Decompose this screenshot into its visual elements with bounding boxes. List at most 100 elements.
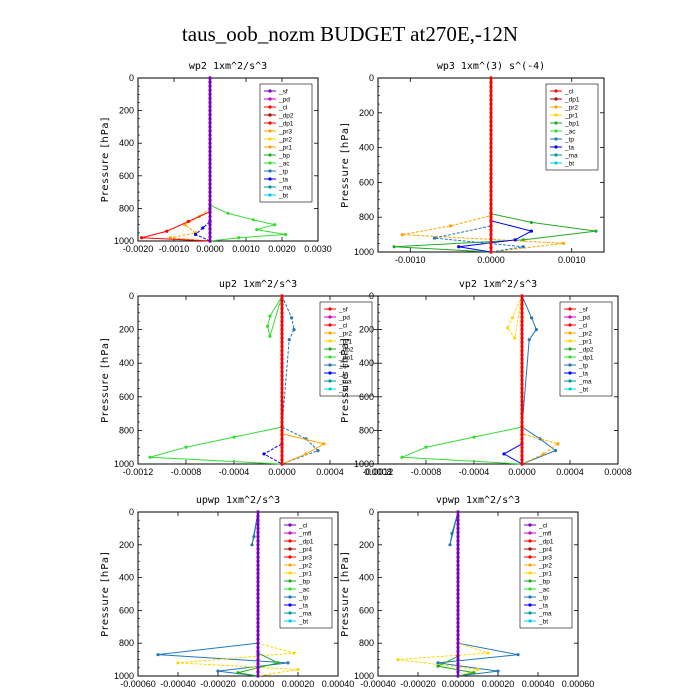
legend-label: _bt xyxy=(338,386,348,393)
series-marker xyxy=(489,89,493,93)
series-marker xyxy=(456,535,460,539)
series-marker xyxy=(456,649,460,654)
series-marker xyxy=(520,416,524,420)
legend-label: _pr2 xyxy=(298,562,312,569)
y-tick-label: 0 xyxy=(369,291,374,301)
series-marker xyxy=(280,370,284,374)
legend-marker xyxy=(554,161,558,165)
series-marker xyxy=(256,522,260,526)
legend-marker xyxy=(568,347,572,351)
legend-label: _bp1 xyxy=(564,120,580,127)
series-marker xyxy=(529,229,533,233)
legend-marker xyxy=(288,555,292,559)
series-marker xyxy=(529,220,533,225)
series-marker xyxy=(256,629,260,633)
legend-label: _pr1 xyxy=(564,112,578,119)
series-marker xyxy=(489,176,493,180)
series-marker xyxy=(280,382,284,386)
panel-3: up2 1xm^2/s^3 Pressure [hPa] 0 200 400 600 800… xyxy=(100,279,392,477)
series-marker xyxy=(530,316,534,320)
series-marker xyxy=(280,420,284,424)
series-marker xyxy=(520,445,524,449)
series-marker xyxy=(489,202,493,206)
series-marker xyxy=(208,202,212,206)
series-marker xyxy=(208,231,212,235)
series-marker xyxy=(256,625,260,629)
series-marker xyxy=(489,163,493,167)
series-line xyxy=(437,511,519,677)
series-marker xyxy=(456,662,460,666)
panel-title: wp3 1xm^(3) s^(-4) xyxy=(437,61,545,72)
series-marker xyxy=(489,237,493,241)
series-marker xyxy=(520,403,524,407)
legend-marker xyxy=(554,97,558,101)
legend-label: _bp xyxy=(298,578,310,585)
series-marker xyxy=(520,353,524,357)
series-marker xyxy=(489,228,493,232)
series-marker xyxy=(256,621,260,625)
series-marker xyxy=(208,104,212,109)
legend-label: _ta xyxy=(278,176,288,183)
y-axis-label: Pressure [hPa] xyxy=(340,551,351,637)
series-marker xyxy=(456,625,460,629)
series-marker xyxy=(208,223,212,227)
legend-label: _pr4 xyxy=(298,546,312,553)
legend-label: _pr1 xyxy=(338,338,352,345)
series-marker xyxy=(456,629,460,633)
series-marker xyxy=(520,395,524,399)
series-marker xyxy=(208,174,212,178)
series-line xyxy=(157,511,289,677)
y-tick-label: 600 xyxy=(119,392,134,402)
series-marker xyxy=(456,633,460,637)
series-marker xyxy=(456,547,460,551)
legend-label: _pr3 xyxy=(538,554,552,561)
series-marker xyxy=(280,395,284,399)
series-marker xyxy=(256,518,260,522)
series-marker xyxy=(280,332,284,336)
series-marker xyxy=(148,455,152,459)
series-marker xyxy=(456,563,460,567)
y-tick-label: 1000 xyxy=(114,236,134,246)
legend-marker xyxy=(568,355,572,359)
legend-marker xyxy=(268,185,272,189)
x-tick-label: 0.00000 xyxy=(442,679,475,689)
series-marker xyxy=(208,117,212,121)
series-marker xyxy=(513,336,517,340)
series-marker xyxy=(396,658,400,662)
legend-label: _tp xyxy=(538,594,548,601)
series-line xyxy=(502,296,523,465)
series-marker xyxy=(520,319,524,323)
series-marker xyxy=(280,458,284,462)
legend-label: _mfl xyxy=(298,530,312,537)
series-marker xyxy=(280,407,284,411)
series-marker xyxy=(456,617,460,621)
series-marker xyxy=(208,80,212,84)
series-marker xyxy=(280,336,284,340)
series-marker xyxy=(456,539,460,543)
series-marker xyxy=(520,441,524,445)
legend-marker xyxy=(528,555,532,559)
series-marker xyxy=(251,218,255,222)
series-marker xyxy=(520,328,524,332)
legend-marker xyxy=(268,177,272,181)
series-marker xyxy=(232,435,236,439)
series-marker xyxy=(280,441,284,445)
series-marker xyxy=(456,518,460,522)
legend-label: _pr1 xyxy=(578,338,592,345)
series-marker xyxy=(280,412,284,416)
series-marker xyxy=(304,452,308,456)
series-marker xyxy=(456,522,460,526)
x-tick-label: 0.0000 xyxy=(196,244,224,254)
series-marker xyxy=(520,454,524,458)
series-marker xyxy=(322,442,326,446)
x-tick-label: -0.00020 xyxy=(400,679,436,689)
legend-marker xyxy=(554,137,558,141)
series-marker xyxy=(256,530,260,535)
series-marker xyxy=(256,617,260,621)
series-marker xyxy=(520,462,524,466)
x-tick-label: 0.0030 xyxy=(304,244,332,254)
series-marker xyxy=(256,514,260,518)
series-marker xyxy=(456,576,460,580)
series-marker xyxy=(489,85,493,89)
legend-marker xyxy=(268,121,272,125)
